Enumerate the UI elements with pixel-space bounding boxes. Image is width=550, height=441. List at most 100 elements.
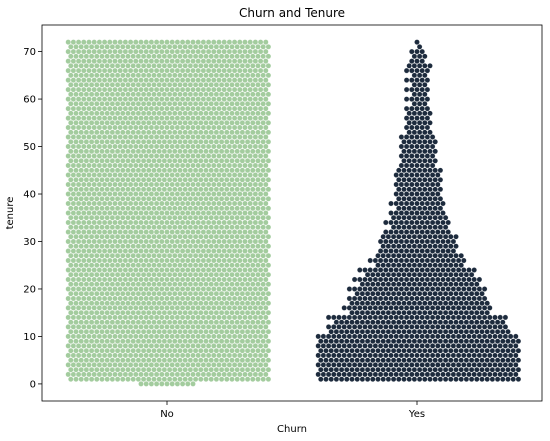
swarm-point-yes <box>404 353 409 358</box>
swarm-point-no <box>201 210 206 215</box>
swarm-point-no <box>214 253 219 258</box>
swarm-point-no <box>224 272 229 277</box>
swarm-point-no <box>198 149 203 154</box>
swarm-point-yes <box>386 234 391 239</box>
swarm-point-no <box>102 315 107 320</box>
swarm-point-yes <box>422 339 427 344</box>
swarm-point-no <box>245 339 250 344</box>
swarm-point-no <box>123 49 128 54</box>
swarm-point-no <box>159 267 164 272</box>
swarm-point-no <box>157 310 162 315</box>
swarm-point-no <box>131 120 136 125</box>
swarm-point-no <box>250 234 255 239</box>
swarm-point-no <box>84 206 89 211</box>
swarm-point-yes <box>355 301 360 306</box>
swarm-point-no <box>110 358 115 363</box>
swarm-point-no <box>185 182 190 187</box>
swarm-point-yes <box>453 329 458 334</box>
swarm-point-no <box>240 177 245 182</box>
swarm-point-no <box>138 59 143 64</box>
swarm-point-yes <box>440 334 445 339</box>
swarm-point-no <box>149 286 154 291</box>
swarm-point-no <box>206 40 211 45</box>
swarm-point-yes <box>430 267 435 272</box>
swarm-point-no <box>144 201 149 206</box>
swarm-point-yes <box>365 282 370 287</box>
swarm-point-no <box>240 120 245 125</box>
swarm-point-no <box>102 372 107 377</box>
swarm-point-no <box>157 82 162 87</box>
swarm-point-no <box>219 82 224 87</box>
swarm-point-no <box>219 234 224 239</box>
swarm-point-yes <box>386 253 391 258</box>
swarm-point-yes <box>407 329 412 334</box>
swarm-point-no <box>133 277 138 282</box>
swarm-point-yes <box>407 225 412 230</box>
swarm-point-yes <box>420 372 425 377</box>
swarm-point-no <box>227 267 232 272</box>
swarm-point-no <box>229 263 234 268</box>
swarm-point-no <box>170 353 175 358</box>
swarm-point-no <box>105 253 110 258</box>
swarm-point-no <box>245 111 250 116</box>
swarm-point-no <box>157 234 162 239</box>
swarm-point-no <box>92 353 97 358</box>
swarm-point-no <box>235 82 240 87</box>
swarm-point-no <box>206 201 211 206</box>
swarm-point-no <box>263 182 268 187</box>
swarm-point-no <box>245 377 250 382</box>
swarm-point-yes <box>399 248 404 253</box>
swarm-point-no <box>79 301 84 306</box>
swarm-point-no <box>76 258 81 263</box>
swarm-point-yes <box>401 263 406 268</box>
swarm-point-yes <box>412 329 417 334</box>
swarm-point-no <box>190 153 195 158</box>
swarm-point-no <box>185 153 190 158</box>
swarm-point-no <box>219 367 224 372</box>
swarm-point-yes <box>482 296 487 301</box>
swarm-point-no <box>201 220 206 225</box>
swarm-point-yes <box>404 116 409 121</box>
swarm-point-yes <box>388 277 393 282</box>
swarm-point-no <box>224 111 229 116</box>
swarm-point-no <box>136 348 141 353</box>
swarm-point-yes <box>464 377 469 382</box>
swarm-point-no <box>214 54 219 59</box>
swarm-point-no <box>237 172 242 177</box>
swarm-point-no <box>258 153 263 158</box>
swarm-point-no <box>188 282 193 287</box>
swarm-point-no <box>144 324 149 329</box>
swarm-point-yes <box>334 367 339 372</box>
swarm-point-no <box>131 253 136 258</box>
swarm-point-no <box>128 78 133 83</box>
swarm-point-no <box>79 187 84 192</box>
swarm-point-no <box>266 253 271 258</box>
swarm-point-no <box>193 120 198 125</box>
swarm-point-no <box>235 377 240 382</box>
swarm-point-yes <box>417 263 422 268</box>
swarm-point-yes <box>394 372 399 377</box>
swarm-point-no <box>227 106 232 111</box>
swarm-point-yes <box>440 229 445 234</box>
swarm-point-no <box>175 296 180 301</box>
swarm-point-yes <box>414 201 419 206</box>
swarm-point-no <box>154 267 159 272</box>
swarm-point-no <box>235 111 240 116</box>
swarm-point-yes <box>477 277 482 282</box>
swarm-point-yes <box>412 111 417 116</box>
swarm-point-no <box>183 187 188 192</box>
swarm-point-no <box>222 305 227 310</box>
swarm-point-yes <box>451 315 456 320</box>
swarm-point-no <box>209 63 214 68</box>
swarm-point-no <box>146 225 151 230</box>
swarm-point-no <box>198 63 203 68</box>
swarm-point-no <box>201 68 206 73</box>
swarm-point-yes <box>336 315 341 320</box>
swarm-point-no <box>66 87 71 92</box>
swarm-point-no <box>118 97 123 102</box>
swarm-point-no <box>71 258 76 263</box>
swarm-point-no <box>170 362 175 367</box>
swarm-point-no <box>89 130 94 135</box>
swarm-point-yes <box>412 377 417 382</box>
swarm-point-no <box>219 301 224 306</box>
